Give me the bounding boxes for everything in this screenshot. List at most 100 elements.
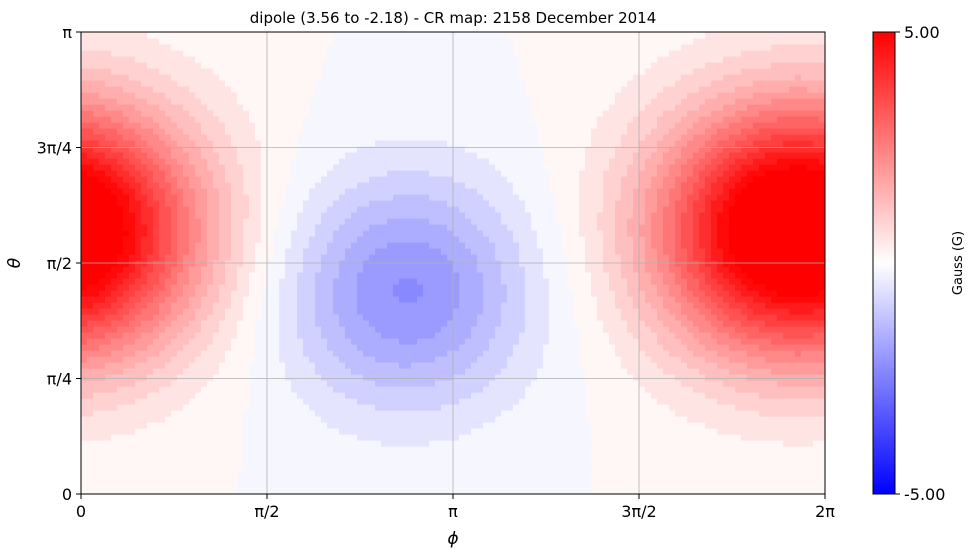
heatmap-cell [291, 458, 298, 465]
heatmap-cell [423, 482, 430, 489]
heatmap-cell [717, 320, 724, 327]
heatmap-cell [237, 428, 244, 435]
heatmap-cell [621, 476, 628, 483]
heatmap-cell [807, 266, 814, 273]
heatmap-cell [573, 326, 580, 333]
heatmap-cell [135, 458, 142, 465]
heatmap-cell [483, 416, 490, 423]
heatmap-cell [663, 440, 670, 447]
heatmap-cell [399, 302, 406, 309]
heatmap-cell [513, 416, 520, 423]
heatmap-cell [759, 380, 766, 387]
heatmap-cell [303, 440, 310, 447]
heatmap-cell [699, 332, 706, 339]
heatmap-cell [777, 464, 784, 471]
heatmap-cell [231, 404, 238, 411]
heatmap-cell [147, 392, 154, 399]
heatmap-cell [495, 416, 502, 423]
heatmap-cell [171, 338, 178, 345]
heatmap-cell [165, 416, 172, 423]
heatmap-cell [147, 410, 154, 417]
heatmap-cell [153, 398, 160, 405]
heatmap-cell [141, 464, 148, 471]
heatmap-cell [627, 440, 634, 447]
heatmap-cell [717, 272, 724, 279]
heatmap-cell [255, 254, 262, 261]
heatmap-cell [579, 476, 586, 483]
heatmap-cell [819, 374, 825, 381]
heatmap-cell [603, 386, 610, 393]
heatmap-cell [315, 416, 322, 423]
heatmap-cell [249, 344, 256, 351]
heatmap-cell [513, 272, 520, 279]
heatmap-cell [549, 380, 556, 387]
heatmap-cell [459, 470, 466, 477]
heatmap-cell [171, 476, 178, 483]
heatmap-cell [159, 332, 166, 339]
heatmap-cell [165, 272, 172, 279]
heatmap-cell [687, 272, 694, 279]
heatmap-cell [603, 278, 610, 285]
heatmap-cell [81, 272, 88, 279]
heatmap-cell [345, 266, 352, 273]
heatmap-cell [597, 272, 604, 279]
heatmap-cell [531, 254, 538, 261]
heatmap-cell [393, 338, 400, 345]
heatmap-cell [489, 416, 496, 423]
heatmap-cell [441, 482, 448, 489]
heatmap-cell [597, 386, 604, 393]
heatmap-cell [669, 302, 676, 309]
heatmap-cell [687, 410, 694, 417]
heatmap-cell [675, 434, 682, 441]
heatmap-cell [261, 434, 268, 441]
heatmap-cell [555, 434, 562, 441]
heatmap-cell [105, 380, 112, 387]
heatmap-cell [471, 308, 478, 315]
heatmap-cell [669, 326, 676, 333]
heatmap-cell [141, 296, 148, 303]
heatmap-cell [87, 278, 94, 285]
heatmap-cell [579, 398, 586, 405]
heatmap-cell [507, 272, 514, 279]
heatmap-cell [315, 488, 322, 494]
heatmap-cell [357, 476, 364, 483]
heatmap-cell [489, 434, 496, 441]
heatmap-cell [399, 368, 406, 375]
heatmap-cell [111, 464, 118, 471]
heatmap-cell [813, 296, 820, 303]
heatmap-cell [387, 434, 394, 441]
heatmap-cell [753, 470, 760, 477]
heatmap-cell [315, 410, 322, 417]
heatmap-cell [519, 320, 526, 327]
heatmap-cell [651, 278, 658, 285]
heatmap-cell [795, 440, 802, 447]
heatmap-cell [627, 464, 634, 471]
heatmap-cell [723, 296, 730, 303]
heatmap-cell [633, 428, 640, 435]
heatmap-cell [195, 416, 202, 423]
heatmap-cell [513, 440, 520, 447]
heatmap-cell [765, 356, 772, 363]
heatmap-cell [291, 392, 298, 399]
heatmap-cell [573, 302, 580, 309]
heatmap-cell [315, 320, 322, 327]
heatmap-cell [459, 278, 466, 285]
heatmap-cell [429, 452, 436, 459]
heatmap-cell [549, 254, 556, 261]
heatmap-cell [183, 314, 190, 321]
heatmap-cell [459, 296, 466, 303]
heatmap-cell [357, 380, 364, 387]
heatmap-cell [741, 380, 748, 387]
heatmap-cell [783, 410, 790, 417]
heatmap-cell [243, 272, 250, 279]
heatmap-cell [399, 470, 406, 477]
heatmap-cell [201, 488, 208, 494]
heatmap-cell [201, 254, 208, 261]
heatmap-cell [531, 290, 538, 297]
heatmap-cell [741, 386, 748, 393]
heatmap-cell [321, 344, 328, 351]
heatmap-cell [771, 284, 778, 291]
heatmap-cell [249, 422, 256, 429]
heatmap-cell [459, 254, 466, 261]
heatmap-cell [783, 326, 790, 333]
